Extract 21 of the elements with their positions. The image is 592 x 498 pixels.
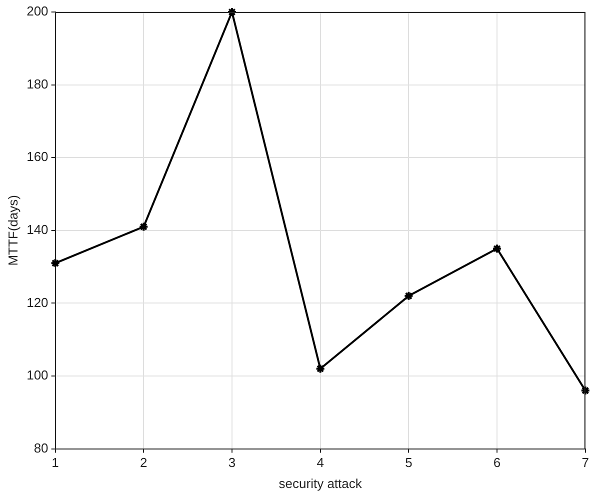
y-tick-label: 100 (26, 368, 48, 383)
point (404, 290, 414, 301)
y-axis-title: MTTF(days) (5, 195, 20, 266)
point (492, 244, 502, 254)
x-tick-label: 3 (228, 455, 236, 470)
y-tick-label: 160 (26, 149, 48, 164)
y-tick-label: 180 (26, 76, 48, 92)
x-tick-label: 4 (316, 455, 324, 470)
point (138, 222, 149, 232)
y-tick-label: 80 (34, 440, 48, 456)
y-tick-label: 140 (26, 222, 48, 237)
point (315, 364, 326, 374)
x-axis-title: security attack (278, 476, 362, 491)
y-tick-label: 200 (26, 4, 48, 19)
y-tick-label: 120 (26, 294, 48, 310)
x-tick-label: 5 (405, 455, 412, 470)
x-tick-label: 7 (582, 455, 589, 470)
point (226, 7, 237, 17)
x-tick-label: 2 (140, 455, 148, 470)
x-tick-label: 1 (52, 455, 59, 470)
x-tick-label: 6 (493, 455, 501, 470)
